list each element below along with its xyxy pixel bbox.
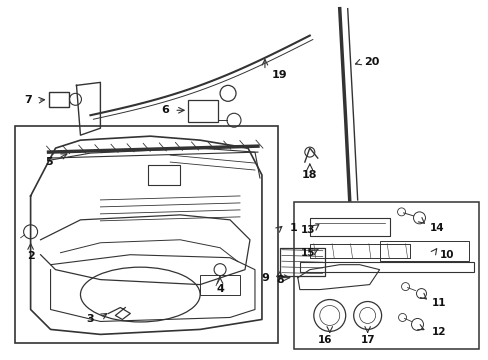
Text: 20: 20	[363, 58, 379, 67]
Bar	[309, 218, 389, 236]
Text: 4: 4	[216, 284, 224, 293]
Text: 3: 3	[86, 314, 94, 324]
Bar	[379, 241, 468, 261]
Bar	[279, 248, 324, 276]
Text: 14: 14	[429, 223, 444, 233]
Text: 5: 5	[45, 157, 52, 167]
Bar	[48, 92, 68, 107]
Bar	[188, 100, 218, 122]
Text: 12: 12	[431, 327, 446, 337]
Text: 19: 19	[271, 71, 287, 80]
Bar	[293, 202, 478, 349]
Text: 1: 1	[289, 223, 297, 233]
Bar	[148, 165, 180, 185]
Text: 6: 6	[161, 105, 169, 115]
Text: 17: 17	[360, 336, 374, 345]
Bar	[200, 275, 240, 294]
Text: 18: 18	[302, 170, 317, 180]
Text: 16: 16	[317, 336, 331, 345]
Text: 15: 15	[300, 248, 314, 258]
Bar	[299, 262, 473, 272]
Text: 2: 2	[27, 251, 35, 261]
Text: 11: 11	[431, 297, 446, 307]
Bar	[15, 126, 277, 343]
Text: 10: 10	[439, 250, 454, 260]
Text: 13: 13	[300, 225, 314, 235]
Text: 8: 8	[275, 275, 283, 285]
Bar	[309, 244, 408, 258]
Text: 7: 7	[25, 95, 32, 105]
Text: 9: 9	[261, 273, 268, 283]
